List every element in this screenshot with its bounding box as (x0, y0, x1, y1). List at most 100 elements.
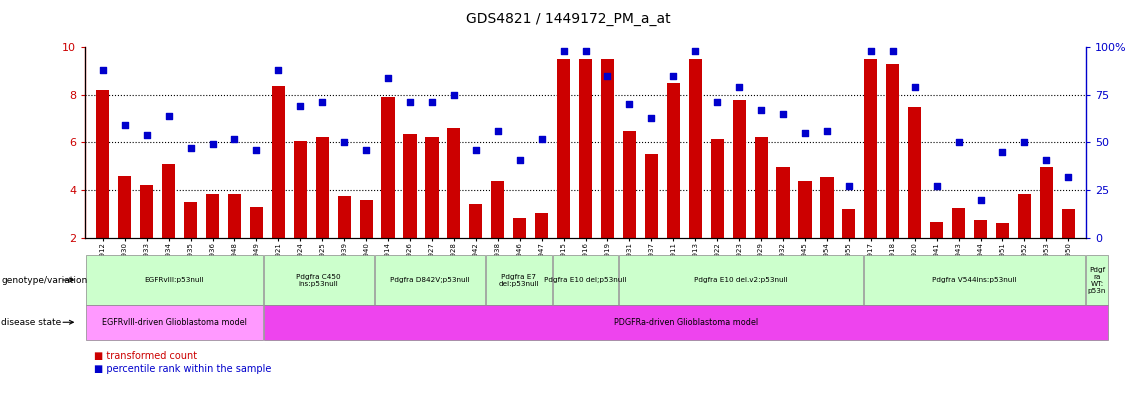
Bar (163, 164, 175, 238)
Bar (250, 207, 263, 238)
Bar (140, 185, 153, 238)
Point (664, 73, 682, 79)
Point (555, 48, 573, 54)
Point (730, 84, 748, 90)
Point (796, 130, 814, 136)
Point (883, 48, 902, 54)
Bar (359, 200, 373, 238)
Point (1060, 174, 1078, 180)
Point (335, 139, 354, 145)
Bar (470, 204, 482, 238)
Point (686, 48, 704, 54)
Point (511, 156, 529, 163)
Bar (206, 194, 219, 238)
Text: Pdgfra V544ins:p53null: Pdgfra V544ins:p53null (932, 277, 1016, 283)
Point (708, 99, 727, 106)
Point (971, 196, 989, 203)
Point (138, 132, 156, 138)
Bar (536, 213, 548, 238)
Point (1037, 156, 1055, 163)
Point (489, 128, 507, 134)
Point (642, 114, 661, 121)
Point (204, 141, 222, 147)
Point (818, 128, 836, 134)
Bar (491, 180, 505, 238)
Bar (338, 196, 351, 238)
Point (401, 99, 420, 106)
Text: ■ percentile rank within the sample: ■ percentile rank within the sample (94, 364, 272, 375)
Bar (645, 154, 658, 238)
Bar (974, 220, 987, 238)
Point (862, 48, 880, 54)
Point (291, 103, 309, 109)
Point (379, 75, 397, 81)
Point (159, 113, 177, 119)
Text: Pdgfra D842V;p53null: Pdgfra D842V;p53null (390, 277, 470, 283)
Bar (601, 59, 614, 238)
Bar (227, 194, 241, 238)
Point (994, 149, 1012, 155)
Text: genotype/variation: genotype/variation (1, 275, 88, 285)
Bar (666, 83, 680, 238)
Bar (864, 59, 878, 238)
Bar (777, 167, 789, 238)
Point (313, 99, 331, 106)
Bar (382, 97, 395, 238)
Bar (118, 176, 132, 238)
Bar (711, 139, 724, 238)
Point (269, 67, 288, 73)
Point (248, 147, 266, 153)
Bar (557, 59, 570, 238)
Point (928, 183, 946, 189)
Bar (513, 217, 526, 238)
Point (423, 99, 441, 106)
Bar (843, 209, 855, 238)
Text: disease state: disease state (1, 318, 61, 327)
Bar (798, 180, 812, 238)
Point (357, 147, 375, 153)
Bar (952, 208, 965, 238)
Text: Pdgf
ra
WT:
p53n: Pdgf ra WT: p53n (1088, 266, 1106, 294)
Text: Pdgfra E7
del:p53null: Pdgfra E7 del:p53null (498, 274, 539, 286)
Bar (293, 141, 307, 238)
Text: PDGFRa-driven Glioblastoma model: PDGFRa-driven Glioblastoma model (614, 318, 757, 327)
Bar (820, 177, 833, 238)
Point (182, 145, 200, 151)
Bar (755, 136, 767, 238)
Bar (447, 128, 460, 238)
Point (467, 147, 485, 153)
Bar (425, 136, 439, 238)
Bar (908, 107, 921, 238)
Text: EGFRvIII-driven Glioblastoma model: EGFRvIII-driven Glioblastoma model (102, 318, 247, 327)
Point (840, 183, 858, 189)
Point (576, 48, 595, 54)
Bar (97, 90, 109, 238)
Bar (1062, 209, 1074, 238)
Text: ■ transformed count: ■ transformed count (94, 351, 198, 361)
Point (225, 136, 243, 142)
Point (116, 122, 134, 129)
Bar (689, 59, 702, 238)
Bar (886, 64, 899, 238)
Point (905, 84, 923, 90)
Bar (579, 59, 592, 238)
Point (532, 136, 550, 142)
Point (752, 107, 770, 113)
Text: EGFRvIII:p53null: EGFRvIII:p53null (144, 277, 204, 283)
Point (598, 73, 616, 79)
Bar (1018, 194, 1031, 238)
Point (1015, 139, 1034, 145)
Bar (732, 99, 746, 238)
Bar (272, 86, 285, 238)
Bar (184, 202, 197, 238)
Bar (1039, 167, 1053, 238)
Text: GDS4821 / 1449172_PM_a_at: GDS4821 / 1449172_PM_a_at (466, 12, 671, 26)
Text: Pdgfra E10 del.v2:p53null: Pdgfra E10 del.v2:p53null (695, 277, 788, 283)
Bar (316, 136, 329, 238)
Point (774, 111, 792, 117)
Text: Pdgfra E10 del;p53null: Pdgfra E10 del;p53null (545, 277, 626, 283)
Point (949, 139, 968, 145)
Point (621, 101, 639, 107)
Point (445, 92, 463, 98)
Bar (404, 134, 416, 238)
